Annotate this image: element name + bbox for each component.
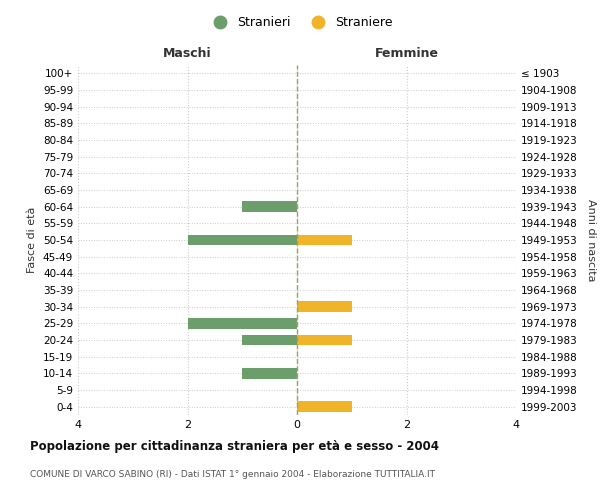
Bar <box>297 301 352 312</box>
Bar <box>188 234 297 246</box>
Legend: Stranieri, Straniere: Stranieri, Straniere <box>202 11 398 34</box>
Bar <box>242 334 297 345</box>
Text: Maschi: Maschi <box>163 47 212 60</box>
Bar <box>242 201 297 212</box>
Text: Femmine: Femmine <box>374 47 439 60</box>
Bar <box>188 318 297 329</box>
Bar <box>297 334 352 345</box>
Y-axis label: Anni di nascita: Anni di nascita <box>586 198 596 281</box>
Y-axis label: Fasce di età: Fasce di età <box>28 207 37 273</box>
Bar <box>297 401 352 412</box>
Text: COMUNE DI VARCO SABINO (RI) - Dati ISTAT 1° gennaio 2004 - Elaborazione TUTTITAL: COMUNE DI VARCO SABINO (RI) - Dati ISTAT… <box>30 470 435 479</box>
Text: Popolazione per cittadinanza straniera per età e sesso - 2004: Popolazione per cittadinanza straniera p… <box>30 440 439 453</box>
Bar <box>242 368 297 379</box>
Bar <box>297 234 352 246</box>
